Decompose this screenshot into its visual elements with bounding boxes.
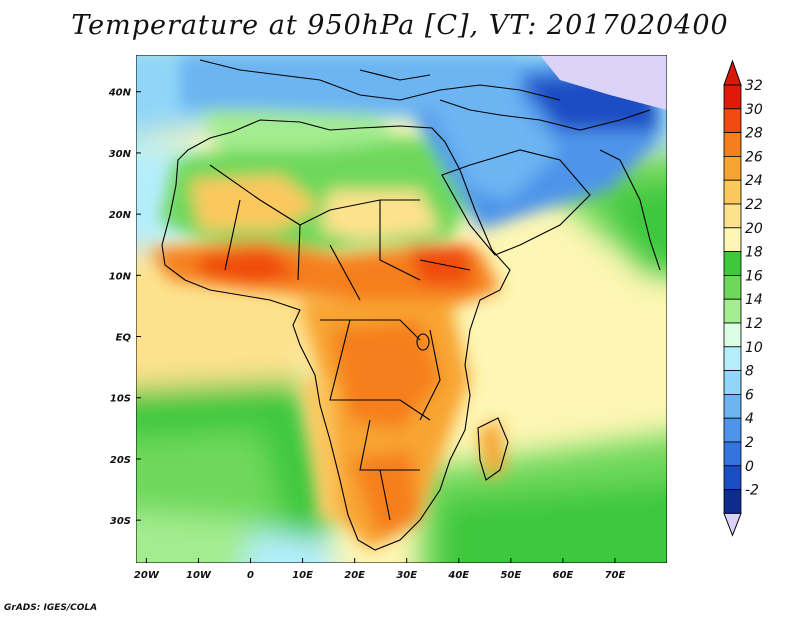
lat-tick-label: 30N xyxy=(109,149,132,160)
colorbar-swatch xyxy=(723,465,742,490)
lon-tick-label: 70E xyxy=(605,570,626,581)
colorbar-above-triangle xyxy=(723,59,742,86)
colorbar-swatch xyxy=(723,132,742,157)
lon-tick-label: 10E xyxy=(292,570,313,581)
colorbar-swatch xyxy=(723,203,742,229)
colorbar-label: 32 xyxy=(745,78,763,94)
colorbar-boxes xyxy=(723,59,742,537)
lon-tick-label: 10W xyxy=(186,570,212,581)
lat-tick-label: 10N xyxy=(109,271,132,282)
credit-text: GrADS: IGES/COLA xyxy=(4,603,98,613)
temperature-field xyxy=(136,55,667,563)
colorbar-label: 8 xyxy=(745,364,754,380)
colorbar-label: 18 xyxy=(745,245,763,261)
colorbar-label: 16 xyxy=(745,268,763,284)
lat-tick-label: EQ xyxy=(116,333,132,344)
map-title: Temperature at 950hPa [C], VT: 201702040… xyxy=(71,10,729,41)
colorbar-swatch xyxy=(723,393,742,419)
lon-tick-label: 60E xyxy=(553,570,574,581)
colorbar-swatch xyxy=(723,346,742,371)
lat-tick-label: 30S xyxy=(110,516,131,527)
colorbar-swatch xyxy=(723,274,742,300)
colorbar-label: 20 xyxy=(745,221,763,237)
lon-tick-label: 40E xyxy=(447,570,469,581)
colorbar-swatch xyxy=(723,227,742,253)
lon-tick-label: 20E xyxy=(344,570,365,581)
colorbar-swatch xyxy=(723,489,742,514)
colorbar-swatch xyxy=(723,84,742,110)
lat-tick-label: 40N xyxy=(108,88,132,99)
colorbar-swatch xyxy=(723,108,742,134)
lat-tick-label: 20S xyxy=(110,455,131,466)
lat-tick-label: 20N xyxy=(109,210,132,221)
colorbar-label: 10 xyxy=(745,340,763,356)
colorbar-label: 2 xyxy=(745,435,754,451)
colorbar-swatch xyxy=(723,179,742,205)
colorbar-label: 6 xyxy=(745,387,754,403)
latitude-axis: 40N 30N 20N 10N EQ 10S 20S 30S xyxy=(108,88,141,527)
colorbar-label: 30 xyxy=(745,102,763,118)
lon-tick-label: 30E xyxy=(396,570,417,581)
longitude-axis: 20W 10W 0 10E 20E 30E 40E 50E 60E 70E xyxy=(134,558,626,581)
coastlines xyxy=(161,59,661,551)
lon-tick-label: 20W xyxy=(134,570,160,581)
colorbar-label: 24 xyxy=(745,173,763,189)
colorbar-swatch xyxy=(723,417,742,443)
colorbar-swatch xyxy=(723,251,742,276)
colorbar-swatch xyxy=(723,370,742,395)
colorbar-label: 4 xyxy=(745,411,754,427)
lat-tick-label: 10S xyxy=(110,394,131,405)
colorbar-swatch xyxy=(723,298,742,324)
lon-tick-label: 0 xyxy=(247,570,254,581)
colorbar-label: 14 xyxy=(745,292,763,308)
colorbar-swatch xyxy=(723,441,742,467)
colorbar-label: 22 xyxy=(745,197,763,213)
colorbar-swatch xyxy=(723,155,742,181)
colorbar-label: 0 xyxy=(745,459,754,475)
colorbar-swatch xyxy=(723,322,742,348)
lon-tick-label: 50E xyxy=(500,570,521,581)
colorbar-label: -2 xyxy=(745,483,759,499)
colorbar-label: 26 xyxy=(745,149,763,165)
colorbar-label: 28 xyxy=(745,126,763,142)
colorbar-below-triangle xyxy=(723,512,742,537)
colorbar-label: 12 xyxy=(745,316,763,332)
